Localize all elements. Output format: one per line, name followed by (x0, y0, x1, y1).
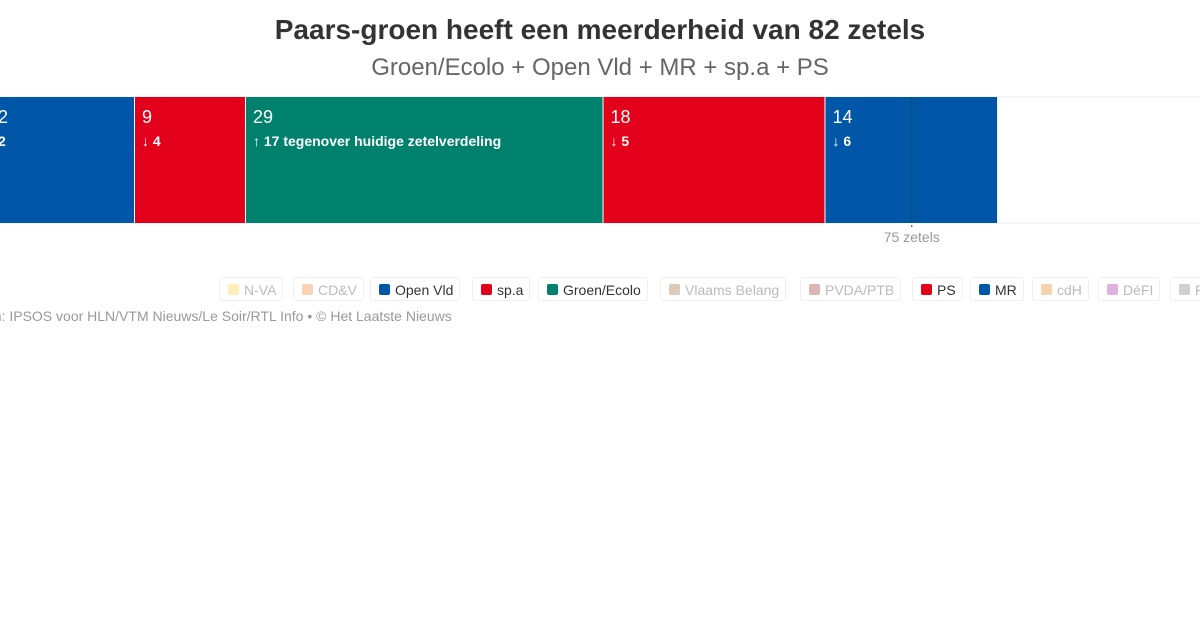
chart-title: Paars-groen heeft een meerderheid van 82… (274, 14, 926, 45)
bar-change-label: ↓ 6 (832, 133, 851, 149)
bar-rect-sp-a[interactable] (135, 97, 245, 223)
legend-label: cdH (1057, 282, 1082, 298)
majority-threshold: 75 zetels (884, 97, 940, 245)
legend-swatch (1041, 284, 1052, 295)
legend-swatch (1107, 284, 1118, 295)
legend-label: CD&V (318, 282, 357, 298)
bar-value-label: 29 (253, 107, 273, 127)
legend-swatch (979, 284, 990, 295)
legend-item-p[interactable]: P (1170, 277, 1200, 301)
legend-item-open-vld[interactable]: Open Vld (370, 277, 461, 301)
bar-change-label: ↓ 5 (611, 133, 630, 149)
legend-label: DéFI (1123, 282, 1154, 298)
bar-value-label: 9 (142, 107, 152, 127)
stacked-bar-chart: 229↓ 429↑ 17 tegenover huidige zetelverd… (0, 96, 1200, 245)
bar-rect-groen-ecolo[interactable] (245, 97, 603, 223)
legend-label: PS (937, 282, 956, 298)
legend-item-d-fi[interactable]: DéFI (1098, 277, 1161, 301)
legend-item-cd-v[interactable]: CD&V (293, 277, 364, 301)
bar-segments: 229↓ 429↑ 17 tegenover huidige zetelverd… (0, 97, 998, 223)
bar-rect-open-vld[interactable] (0, 97, 135, 223)
legend-swatch (481, 284, 492, 295)
bar-segment-mr[interactable]: 14↓ 6 (825, 97, 998, 223)
legend-item-n-va[interactable]: N-VA (219, 277, 284, 301)
source-credit: on: IPSOS voor HLN/VTM Nieuws/Le Soir/RT… (0, 308, 452, 324)
bar-change-label: ↑ 17 tegenover huidige zetelverdeling (253, 133, 501, 149)
legend-label: PVDA/PTB (825, 282, 895, 298)
legend-item-sp-a[interactable]: sp.a (472, 277, 531, 301)
bar-value-label: 14 (832, 107, 852, 127)
bar-segment-sp-a[interactable]: 9↓ 4 (135, 97, 245, 223)
legend-item-groen-ecolo[interactable]: Groen/Ecolo (538, 277, 648, 301)
chart-subtitle: Groen/Ecolo + Open Vld + MR + sp.a + PS (371, 54, 829, 81)
threshold-label: 75 zetels (884, 229, 940, 245)
bar-change-label: ↓ 4 (142, 133, 161, 149)
legend-item-cdh[interactable]: cdH (1032, 277, 1089, 301)
legend-swatch (547, 284, 558, 295)
legend: N-VA CD&V Open Vld sp.a Groen/Ecolo Vlaams Be… (0, 277, 1200, 303)
bar-rect-ps[interactable] (603, 97, 825, 223)
legend-label: MR (995, 282, 1017, 298)
legend-swatch (669, 284, 680, 295)
legend-swatch (302, 284, 313, 295)
legend-item-mr[interactable]: MR (970, 277, 1024, 301)
bar-segment-groen-ecolo[interactable]: 29 ↑ 17 tegenover huidige zetelverdeling (245, 97, 603, 223)
legend-swatch (921, 284, 932, 295)
legend-swatch (1179, 284, 1190, 295)
bar-segment-ps[interactable]: 18↓ 5 (603, 97, 825, 223)
bar-value-label: 2 (0, 107, 8, 127)
legend-swatch (228, 284, 239, 295)
legend-item-vlaams-belang[interactable]: Vlaams Belang (660, 277, 787, 301)
legend-label: Open Vld (395, 282, 454, 298)
bar-value-label: 18 (611, 107, 631, 127)
legend-swatch (809, 284, 820, 295)
legend-item-pvda-ptb[interactable]: PVDA/PTB (800, 277, 902, 301)
legend-label: P (1195, 282, 1200, 298)
legend-label: N-VA (244, 282, 277, 298)
legend-swatch (379, 284, 390, 295)
legend-item-ps[interactable]: PS (912, 277, 963, 301)
legend-label: sp.a (497, 282, 524, 298)
bar-change-label: 2 (0, 133, 6, 149)
legend-label: Groen/Ecolo (563, 282, 641, 298)
bar-segment-open-vld[interactable]: 22 (0, 97, 135, 223)
legend-label: Vlaams Belang (685, 282, 780, 298)
